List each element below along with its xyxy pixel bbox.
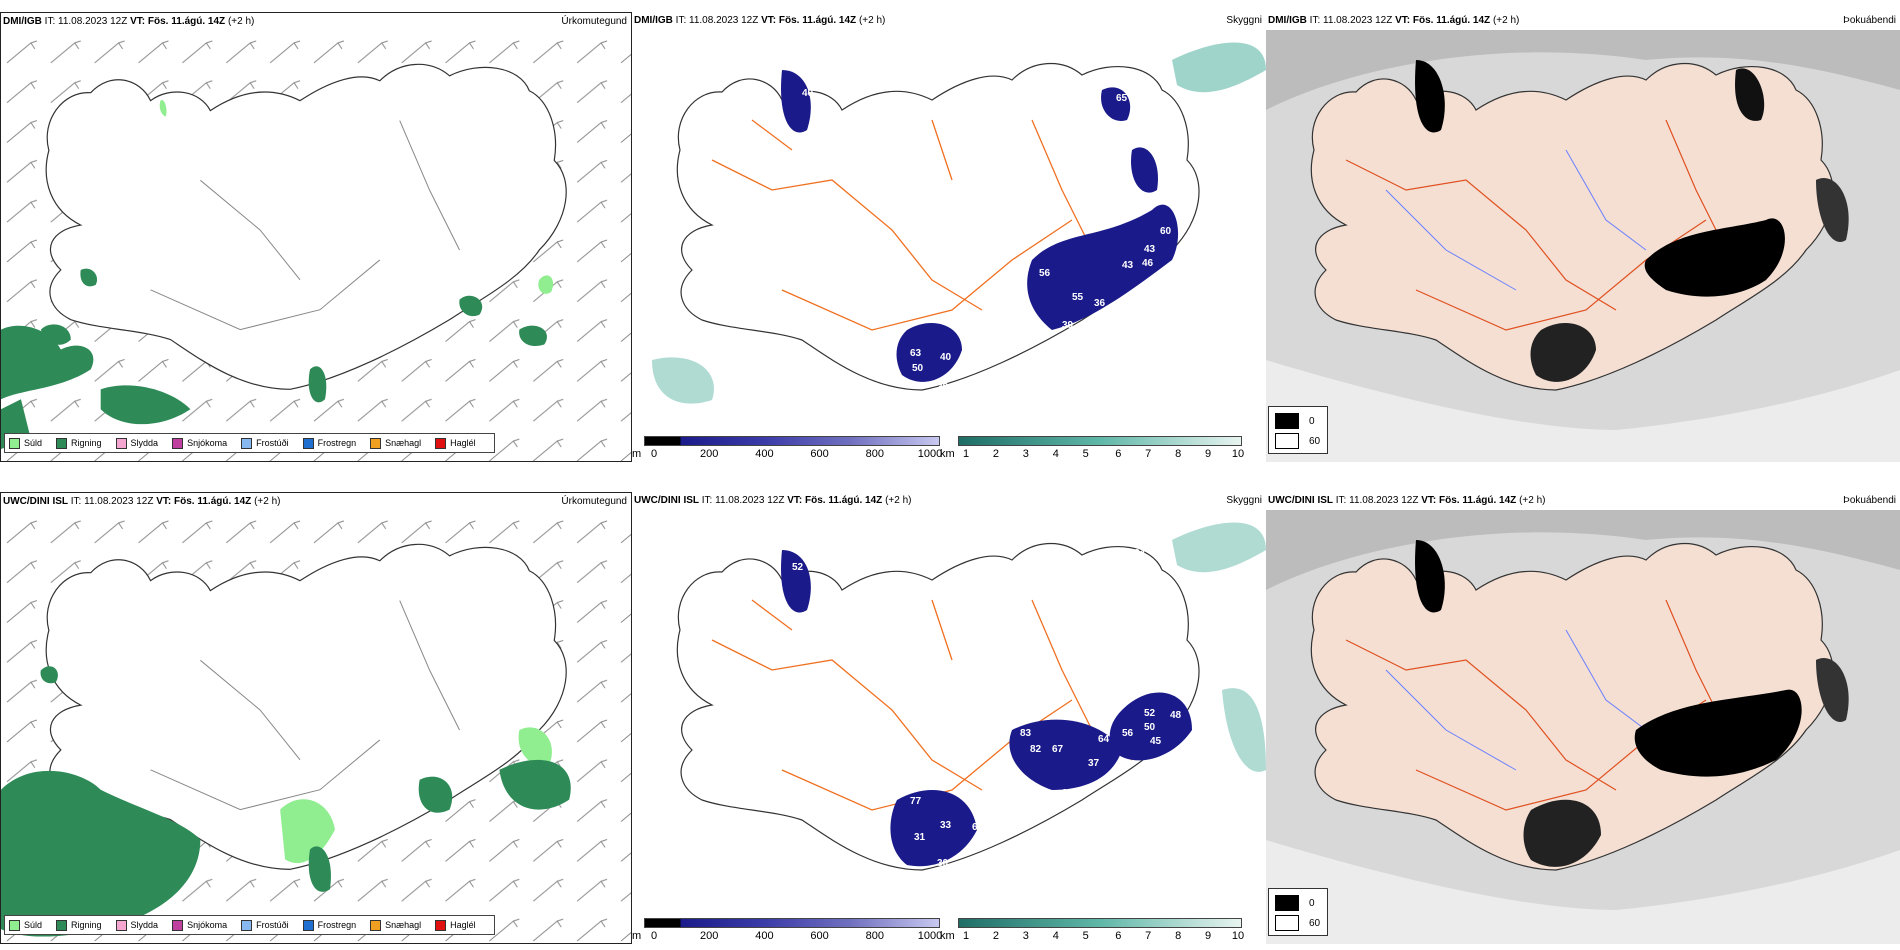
cloud-label: 55: [1072, 292, 1084, 303]
cloud-label: 82: [1030, 744, 1042, 755]
cloud-label: 43: [1122, 260, 1134, 271]
fog-panel-row2: UWC/DINI ISL IT: 11.08.2023 12Z VT: Fös.…: [1266, 492, 1900, 944]
cloud-labels: 52 49 24 63 87 83 82 67 64 56 52 50 48 4…: [632, 510, 1266, 916]
legend-item-frostudi: Frostúði: [241, 437, 289, 449]
cloud-label: 51: [810, 125, 822, 136]
cloud-label: 60: [1160, 226, 1172, 237]
elevation-colorbar: m 0 200 400 600 800 1000: [632, 916, 942, 944]
panel-title: Skyggni: [1226, 495, 1262, 506]
legend-item-rigning: Rigning: [56, 437, 102, 449]
panel-title: Skyggni: [1226, 15, 1262, 26]
visibility-colorbar: km 1 2 3 4 5 6 7 8 9 10: [940, 434, 1266, 462]
cloud-label: 52: [792, 562, 804, 573]
precip-panel-row2: UWC/DINI ISL IT: 11.08.2023 12Z VT: Fös.…: [0, 492, 632, 944]
cloud-label: 52: [1144, 708, 1156, 719]
cloud-label: 77: [910, 796, 922, 807]
valid-time: Fös. 11.ágú. 14Z: [147, 16, 226, 27]
cloud-label: 48: [1170, 710, 1182, 721]
panel-title: Úrkomutegund: [561, 16, 627, 27]
precip-legend: Súld Rigning Slydda Snjókoma Frostúði Fr…: [4, 915, 495, 935]
panel-header: UWC/DINI ISL IT: 11.08.2023 12Z VT: Fös.…: [632, 492, 1266, 510]
cloud-label: 50: [912, 363, 924, 374]
cloud-label: 66: [972, 822, 984, 833]
panel-header: DMI/IGB IT: 11.08.2023 12Z VT: Fös. 11.á…: [1266, 12, 1900, 30]
lead-time: (+2 h): [227, 16, 255, 27]
rain-area: [100, 385, 191, 425]
roads: [150, 120, 460, 331]
cloud-label: 64: [1098, 734, 1110, 745]
fog-map[interactable]: [1266, 510, 1900, 944]
precip-panel-row1: DMI/IGB IT: 11.08.2023 12Z VT: Fös. 11.á…: [0, 12, 632, 462]
cloud-label: 33: [940, 820, 952, 831]
cloud-label: 39: [1062, 320, 1074, 331]
cloud-label: 50: [1144, 722, 1156, 733]
model-name: DMI/IGB: [3, 16, 42, 27]
legend-item-slydda: Slydda: [115, 437, 158, 449]
cloud-label: 31: [914, 832, 926, 843]
cloud-map[interactable]: [632, 510, 1266, 916]
cloud-label: 65: [1116, 93, 1128, 104]
cloud-label: 45: [1150, 736, 1162, 747]
fog-legend: 0 60: [1268, 888, 1328, 936]
precip-map[interactable]: [1, 511, 631, 943]
cloud-label: 32: [1122, 77, 1134, 88]
cloud-map[interactable]: [632, 30, 1266, 434]
cloud-label: 30: [937, 858, 949, 869]
cloud-label: 63: [910, 348, 922, 359]
cloud-label: 24: [1134, 548, 1146, 559]
cloud-label: 63: [1134, 562, 1146, 573]
panel-header: DMI/IGB IT: 11.08.2023 12Z VT: Fös. 11.á…: [632, 12, 1266, 30]
panel-header: UWC/DINI ISL IT: 11.08.2023 12Z VT: Fös.…: [1, 493, 631, 511]
cloud-label: 43: [1144, 244, 1156, 255]
cloud-label: 38: [937, 382, 949, 393]
cloud-label: 83: [1020, 728, 1032, 739]
fog-legend: 0 60: [1268, 406, 1328, 454]
cloud-label: 37: [1088, 758, 1100, 769]
precip-map[interactable]: [1, 31, 631, 461]
roads: [711, 119, 1133, 331]
panel-title: Úrkomutegund: [561, 496, 627, 507]
cloud-label: 28: [1062, 788, 1074, 799]
cloud-label: 67: [1052, 744, 1064, 755]
legend-item-haglel: Haglél: [435, 437, 476, 449]
panel-header: DMI/IGB IT: 11.08.2023 12Z VT: Fös. 11.á…: [1, 13, 631, 31]
legend-swatch: [9, 437, 20, 449]
iceland-outline: [45, 63, 567, 390]
cloud-panel-row2: UWC/DINI ISL IT: 11.08.2023 12Z VT: Fös.…: [632, 492, 1266, 944]
cloud-label: 46: [1142, 258, 1154, 269]
legend-item-sudd: Súld: [9, 437, 42, 449]
cloud-label: 49: [814, 592, 826, 603]
panel-title: Þokuábendi: [1843, 15, 1896, 26]
cloud-label: 36: [1094, 298, 1106, 309]
elevation-colorbar: m 0 200 400 600 800 1000: [632, 434, 942, 462]
legend-item-frostregn: Frostregn: [302, 437, 356, 449]
cloud-label: 56: [1039, 268, 1051, 279]
init-time: 11.08.2023 12Z: [58, 16, 128, 27]
precip-legend: Súld Rigning Slydda Snjókoma Frostúði Fr…: [4, 433, 495, 453]
legend-item-snaehagl: Snæhagl: [370, 437, 421, 449]
cloud-panel-row1: DMI/IGB IT: 11.08.2023 12Z VT: Fös. 11.á…: [632, 12, 1266, 462]
cloud-label: 40: [940, 352, 952, 363]
cloud-labels: 40 51 32 65 43 46 43 56 55 36 39 63 40 5…: [632, 30, 1266, 434]
fog-panel-row1: DMI/IGB IT: 11.08.2023 12Z VT: Fös. 11.á…: [1266, 12, 1900, 462]
cloud-label: 40: [802, 88, 814, 99]
panel-header: UWC/DINI ISL IT: 11.08.2023 12Z VT: Fös.…: [1266, 492, 1900, 510]
fog-map[interactable]: [1266, 30, 1900, 462]
cloud-label: 56: [1122, 728, 1134, 739]
visibility-colorbar: km 1 2 3 4 5 6 7 8 9 10: [940, 916, 1266, 944]
cloud-label: 87: [950, 702, 962, 713]
panel-title: Þokuábendi: [1843, 495, 1896, 506]
legend-item-snjokoma: Snjókoma: [172, 437, 227, 449]
rain-area: [1, 325, 94, 400]
